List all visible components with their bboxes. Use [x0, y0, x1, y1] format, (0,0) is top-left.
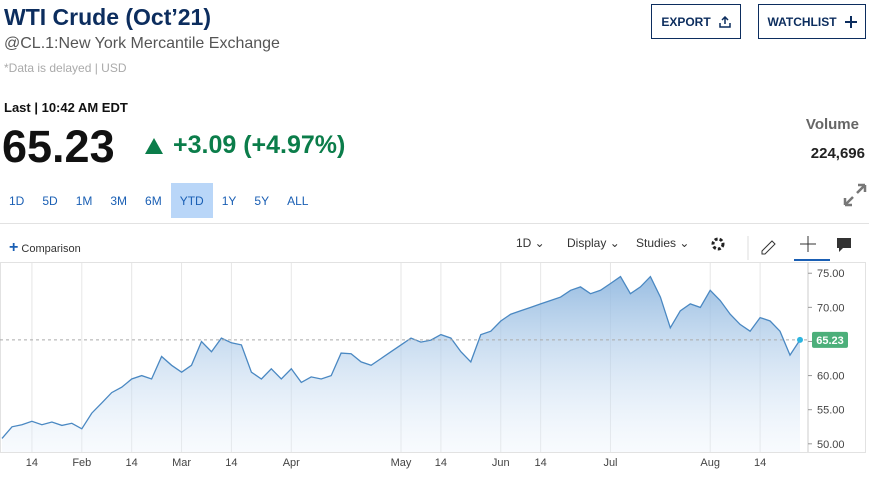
- x-tick-label: Apr: [283, 457, 300, 469]
- expand-icon[interactable]: [843, 183, 867, 207]
- range-tab[interactable]: 6M: [145, 193, 162, 208]
- x-tick-label: Jun: [492, 457, 510, 469]
- exchange: @CL.1:New York Mercantile Exchange: [4, 35, 280, 52]
- export-button[interactable]: EXPORT: [651, 4, 741, 39]
- last-price-label: 65.23: [816, 335, 844, 347]
- x-tick-label: Feb: [72, 457, 91, 469]
- delay-note: *Data is delayed | USD: [4, 61, 127, 75]
- x-tick-label: Jul: [603, 457, 617, 469]
- price: 65.23: [2, 121, 115, 172]
- display-menu[interactable]: Display ⌄: [567, 236, 620, 250]
- x-tick-label: Mar: [172, 457, 191, 469]
- y-tick-label: 60.00: [817, 371, 845, 383]
- x-tick-label: 14: [225, 457, 237, 469]
- title: WTI Crude (Oct’21): [4, 4, 212, 30]
- interval-menu[interactable]: 1D ⌄: [516, 236, 545, 250]
- change: +3.09 (+4.97%): [145, 131, 345, 160]
- x-tick-label: 14: [126, 457, 138, 469]
- range-tab[interactable]: ALL: [287, 193, 309, 208]
- range-tab[interactable]: YTD: [170, 183, 213, 218]
- range-tab[interactable]: 3M: [110, 193, 128, 208]
- y-tick-label: 55.00: [817, 405, 845, 417]
- line: [1, 275, 801, 439]
- volume-label: Volume: [805, 116, 859, 133]
- area: [2, 276, 800, 452]
- comment-icon[interactable]: [837, 238, 851, 252]
- crosshair-icon[interactable]: [800, 236, 816, 252]
- export-icon: [718, 15, 731, 28]
- plus-icon: [844, 15, 857, 28]
- range-tab[interactable]: 1D: [9, 193, 25, 208]
- x-tick-label: 14: [535, 457, 547, 469]
- y-tick-label: 70.00: [817, 302, 845, 314]
- range-tab[interactable]: 5Y: [254, 193, 270, 208]
- plot-frame: [0, 262, 866, 453]
- display-label: Display: [567, 236, 607, 250]
- comparison-button[interactable]: + Comparison: [9, 239, 81, 256]
- watchlist-button[interactable]: WATCHLIST: [758, 4, 866, 39]
- x-tick-label: 14: [435, 457, 447, 469]
- studies-menu[interactable]: Studies ⌄: [636, 236, 690, 250]
- x-tick-label: May: [391, 457, 412, 469]
- comparison-label: Comparison: [21, 243, 81, 255]
- range-tab[interactable]: 5D: [42, 193, 58, 208]
- last-label: Last | 10:42 AM EDT: [4, 100, 128, 115]
- watchlist-label: WATCHLIST: [767, 14, 837, 29]
- last-point: [797, 336, 803, 343]
- export-label: EXPORT: [661, 14, 711, 29]
- range-tab[interactable]: 1Y: [221, 193, 237, 208]
- draw-icon[interactable]: [761, 240, 776, 255]
- interval-label: 1D: [516, 236, 532, 250]
- last-price-tag: [812, 331, 848, 348]
- range-tab[interactable]: 1M: [75, 193, 93, 208]
- settings-icon[interactable]: [711, 237, 725, 251]
- toolbar-icons: [711, 236, 851, 261]
- range-tabs: 1D 5D 1M 3M 6M YTD 1Y 5Y ALL: [0, 183, 317, 218]
- x-tick-label: 14: [754, 457, 766, 469]
- chart: 14 Feb 14 Mar 14 Apr May 14 Jun 14 Jul Aug 14 50.00 55…: [0, 262, 866, 469]
- volume: 224,696: [810, 145, 865, 162]
- up-arrow: [145, 137, 163, 154]
- y-tick-label: 75.00: [817, 268, 845, 280]
- y-tick-label: 50.00: [817, 439, 845, 451]
- x-tick-label: 14: [26, 457, 38, 469]
- studies-label: Studies: [636, 236, 677, 250]
- separator: [0, 223, 869, 224]
- change-text: +3.09 (+4.97%): [173, 131, 346, 159]
- x-tick-label: Aug: [700, 457, 720, 469]
